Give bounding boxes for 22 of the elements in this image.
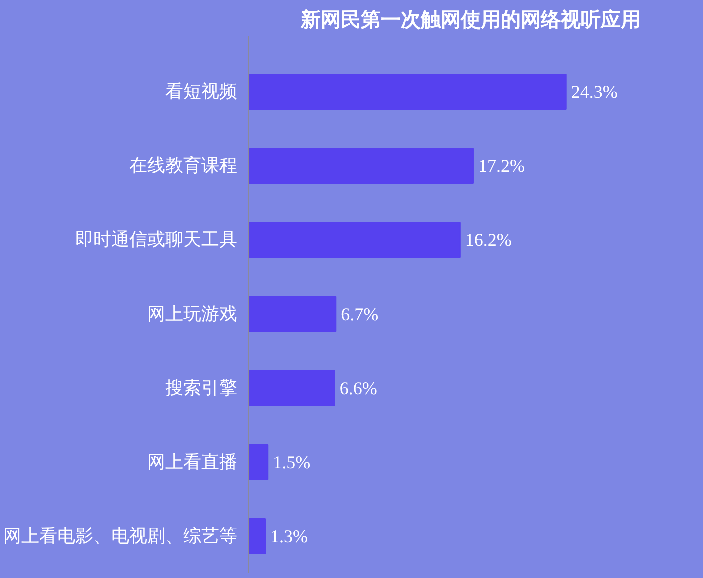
y-tick-label: 网上看直播 — [148, 452, 238, 473]
bar — [248, 370, 336, 406]
bar — [248, 148, 474, 184]
y-tick-label: 搜索引擎 — [166, 378, 238, 399]
data-label: 1.5% — [273, 452, 311, 472]
y-tick-label: 即时通信或聊天工具 — [76, 230, 238, 251]
bar — [248, 444, 269, 480]
y-tick-label: 网上玩游戏 — [148, 304, 238, 325]
data-label: 6.7% — [341, 304, 379, 324]
data-label: 17.2% — [478, 156, 525, 176]
data-label: 24.3% — [571, 82, 618, 102]
y-tick-label: 看短视频 — [166, 82, 238, 103]
data-label: 1.3% — [270, 526, 308, 546]
data-label: 16.2% — [465, 230, 512, 250]
bar — [248, 74, 567, 110]
chart-title: 新网民第一次触网使用的网络视听应用 — [300, 8, 641, 32]
y-tick-label: 在线教育课程 — [130, 156, 238, 177]
bar — [248, 296, 337, 332]
bar — [248, 222, 461, 258]
bar — [248, 518, 266, 554]
data-label: 6.6% — [340, 378, 378, 398]
y-tick-label: 网上看电影、电视剧、综艺等 — [4, 526, 238, 547]
